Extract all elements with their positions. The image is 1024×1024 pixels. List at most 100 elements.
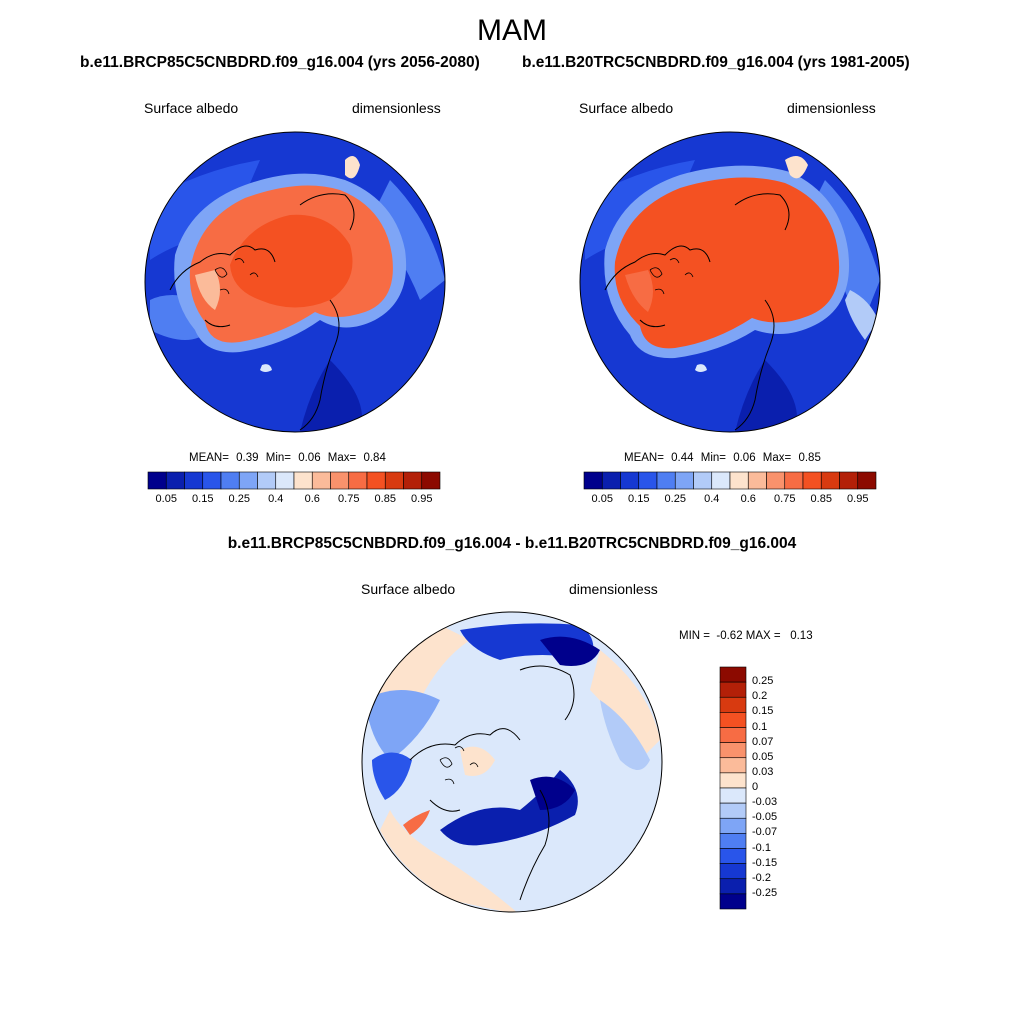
panel-1-units-label: dimensionless [352, 100, 441, 116]
diff-colorbar-tick-label: 0.15 [752, 705, 774, 718]
diff-map-border [361, 611, 663, 913]
diff-colorbar-tick-label: -0.15 [752, 856, 778, 869]
panel-2-colorbar-swatch [784, 471, 804, 490]
panel-1-colorbar-swatch [165, 471, 185, 490]
diff-colorbar-tick-label: -0.03 [752, 796, 778, 809]
diff-colorbar-swatch [719, 712, 747, 728]
panel-1-colorbar-swatch [202, 471, 222, 490]
panel-2-colorbar-swatch [839, 471, 859, 490]
panel-1-albedo-map [145, 132, 445, 432]
panel-2-colorbar-tick-label: 0.25 [664, 493, 686, 505]
panel-2-colorbar-swatch [601, 471, 621, 490]
panel-1-colorbar-swatch [366, 471, 386, 490]
panel-2-colorbar-swatch [638, 471, 658, 490]
panel-2-colorbar-swatch [766, 471, 786, 490]
panel-1-colorbar-swatch [147, 471, 167, 490]
panel-2-colorbar-swatch [802, 471, 822, 490]
panel-1-max-label: Max= [327, 452, 357, 464]
panel-1-colorbar-tick-label: 0.75 [338, 493, 360, 505]
diff-colorbar-tick-label: 0.25 [752, 675, 774, 688]
panel-2-colorbar-tick-label: 0.15 [628, 493, 650, 505]
panel-1-colorbar-swatch [220, 471, 240, 490]
panel-2-colorbar-swatch [620, 471, 640, 490]
diff-colorbar-swatch [719, 772, 747, 789]
panel-2-units-label: dimensionless [787, 100, 876, 116]
panel-2-map-border [579, 131, 881, 433]
diff-colorbar-swatch [719, 742, 747, 759]
panel-1-colorbar-swatch [238, 471, 258, 490]
panel-1-colorbar-swatch [348, 471, 368, 490]
diff-colorbar-tick-label: -0.07 [752, 826, 778, 839]
panel-2-max-label: Max= [762, 452, 792, 464]
diff-colorbar-swatch [719, 727, 747, 743]
panel-1-colorbar [147, 471, 441, 490]
diff-units-label: dimensionless [569, 581, 658, 597]
panel-2-min-label: Min= [700, 452, 726, 464]
panel-2-mean-value: 0.44 [671, 452, 694, 464]
panel-2-mean-label: MEAN= [624, 452, 664, 464]
panel-1-min-label: Min= [265, 452, 291, 464]
panel-1-colorbar-tick-label: 0.25 [228, 493, 250, 505]
panel-2-title: b.e11.B20TRC5CNBDRD.f09_g16.004 (yrs 198… [522, 54, 910, 71]
diff-colorbar-swatch [719, 893, 747, 910]
diff-colorbar-tick-label: -0.25 [752, 886, 778, 899]
panel-2-colorbar-tick-label: 0.95 [847, 493, 869, 505]
panel-1-colorbar-swatch [184, 471, 204, 490]
panel-2-colorbar-tick-label: 0.05 [591, 493, 613, 505]
panel-2-colorbar-swatch [583, 471, 603, 490]
panel-2-colorbar [583, 471, 877, 490]
season-title: MAM [477, 14, 547, 47]
panel-2-colorbar-swatch [820, 471, 840, 490]
panel-2-colorbar-swatch [711, 471, 731, 490]
diff-colorbar-swatch [719, 878, 747, 895]
diff-colorbar-swatch [719, 696, 747, 713]
panel-1-colorbar-tick-label: 0.4 [268, 493, 284, 505]
panel-1-mean-label: MEAN= [189, 452, 229, 464]
diff-colorbar-tick-label: 0 [752, 781, 759, 793]
diff-colorbar-tick-label: -0.2 [752, 871, 771, 884]
panel-2-colorbar-swatch [729, 471, 749, 490]
diff-colorbar-tick-label: 0.05 [752, 750, 774, 763]
diff-colorbar-swatch [719, 802, 747, 819]
panel-1-colorbar-tick-label: 0.95 [411, 493, 433, 505]
diff-colorbar-tick-label: -0.05 [752, 811, 778, 824]
diff-colorbar-swatch [719, 848, 747, 864]
diff-colorbar-tick-label: 0.03 [752, 765, 774, 778]
panel-1-colorbar-tick-label: 0.85 [374, 493, 396, 505]
panel-1-colorbar-tick-label: 0.05 [155, 493, 177, 505]
panel-2-stats: MEAN= 0.44 Min= 0.06 Max= 0.85 [624, 452, 821, 464]
diff-colorbar-swatch [719, 757, 747, 774]
diff-colorbar-swatch [719, 787, 747, 804]
panel-2-variable-label: Surface albedo [579, 100, 674, 116]
panel-1-stats: MEAN= 0.39 Min= 0.06 Max= 0.84 [189, 452, 386, 464]
panel-1-colorbar-swatch [257, 471, 277, 490]
panel-1-colorbar-swatch [421, 471, 441, 490]
panel-2-min-value: 0.06 [733, 452, 756, 464]
panel-1-colorbar-tick-label: 0.6 [304, 493, 320, 505]
panel-2-colorbar-swatch [693, 471, 713, 490]
panel-2-colorbar-tick-label: 0.75 [774, 493, 796, 505]
diff-colorbar-tick-label: 0.07 [752, 735, 774, 748]
diff-albedo-map [362, 612, 662, 912]
panel-1-colorbar-tick-label: 0.15 [192, 493, 214, 505]
diff-colorbar-tick-label: 0.1 [752, 720, 768, 733]
panel-2-colorbar-swatch [656, 471, 676, 490]
panel-1-max-value: 0.84 [363, 452, 386, 464]
panel-2-colorbar-tick-label: 0.6 [740, 493, 756, 505]
diff-panel-title: b.e11.BRCP85C5CNBDRD.f09_g16.004 - b.e11… [227, 535, 797, 552]
panel-1-min-value: 0.06 [298, 452, 321, 464]
panel-2-colorbar-tick-label: 0.85 [810, 493, 832, 505]
panel-2-colorbar-swatch [747, 471, 767, 490]
panel-1-colorbar-swatch [311, 471, 331, 490]
diff-colorbar-swatch [719, 681, 747, 698]
diff-colorbar-tick-label: 0.2 [752, 690, 768, 703]
diff-colorbar-swatch [719, 817, 747, 834]
panel-1-colorbar-swatch [384, 471, 404, 490]
diff-colorbar [719, 666, 747, 910]
diff-colorbar-swatch [719, 833, 747, 849]
panel-1-variable-label: Surface albedo [144, 100, 239, 116]
diff-minmax-text: MIN = -0.62 MAX = 0.13 [679, 630, 813, 642]
panel-2-colorbar-tick-label: 0.4 [704, 493, 720, 505]
diff-colorbar-tick-label: -0.1 [752, 841, 771, 854]
